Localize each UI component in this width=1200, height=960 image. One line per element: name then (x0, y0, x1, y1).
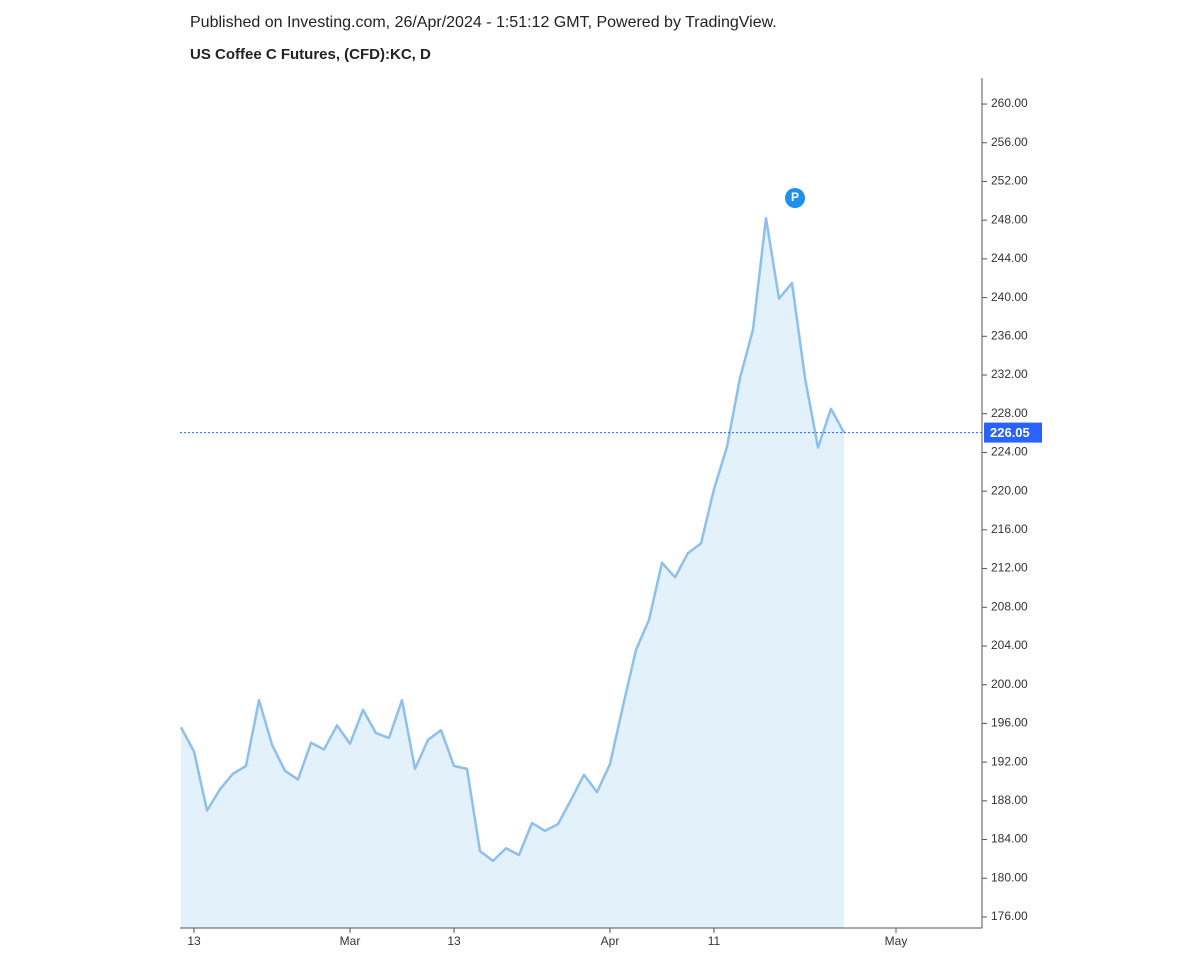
annotation: P (791, 190, 799, 204)
area (181, 218, 844, 928)
price-label: 226.05 (990, 425, 1030, 440)
y-tick-label: 176.00 (991, 909, 1028, 923)
x-tick-label: 13 (447, 934, 461, 948)
y-tick-label: 208.00 (991, 599, 1028, 613)
y-tick-label: 260.00 (991, 96, 1028, 110)
y-tick-label: 244.00 (991, 251, 1028, 265)
line (179, 216, 846, 863)
y-tick-label: 216.00 (991, 522, 1028, 536)
y-tick-label: 224.00 (991, 445, 1028, 459)
x-tick-label: 11 (708, 934, 721, 948)
y-tick-label: 228.00 (991, 406, 1028, 420)
x-tick-label: Apr (601, 934, 620, 948)
y-tick-label: 240.00 (991, 290, 1028, 304)
price-box (984, 422, 1042, 443)
y-tick-label: 200.00 (991, 677, 1028, 691)
x-tick-label: 13 (187, 934, 201, 948)
y-tick-label: 220.00 (991, 483, 1028, 497)
y-tick-label: 212.00 (991, 561, 1028, 575)
chart-title: US Coffee C Futures, (CFD):KC, D (190, 46, 431, 63)
y-tick-label: 204.00 (991, 638, 1028, 652)
x-tick-label: Mar (340, 934, 361, 948)
y-tick-label: 232.00 (991, 367, 1028, 381)
y-tick-label: 192.00 (991, 754, 1028, 768)
y-tick-label: 236.00 (991, 328, 1028, 342)
y-tick-label: 184.00 (991, 832, 1028, 846)
y-tick-label: 256.00 (991, 135, 1028, 149)
chart-subtitle: Published on Investing.com, 26/Apr/2024 … (190, 14, 777, 31)
annotation-marker (785, 188, 805, 208)
y-tick-label: 252.00 (991, 174, 1028, 188)
y-tick-label: 196.00 (991, 716, 1028, 730)
x-tick-label: May (885, 934, 908, 948)
y-tick-label: 248.00 (991, 212, 1028, 226)
y-tick-label: 180.00 (991, 870, 1028, 884)
y-tick-label: 188.00 (991, 793, 1028, 807)
